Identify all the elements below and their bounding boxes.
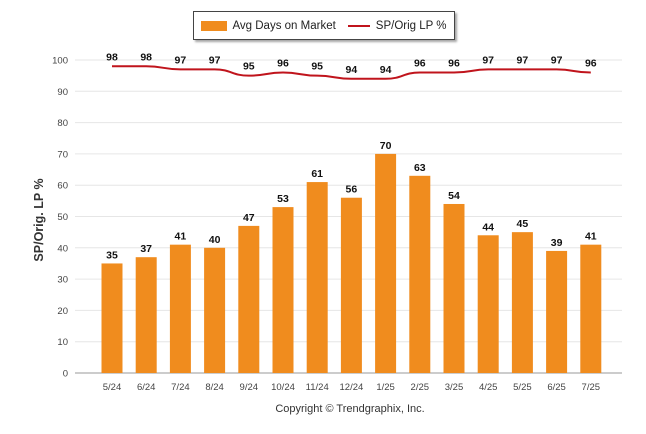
bar-value-label: 45 <box>517 218 529 230</box>
line-value-label: 97 <box>209 54 221 66</box>
line-series-path <box>111 65 591 80</box>
bar-layer <box>101 153 602 373</box>
x-tick-label: 7/24 <box>171 382 190 393</box>
y-tick-label: 50 <box>57 212 68 223</box>
y-tick-label: 0 <box>63 369 68 380</box>
bar-value-label: 53 <box>277 193 289 205</box>
line-value-label: 96 <box>585 58 597 70</box>
bar <box>546 250 568 373</box>
x-tick-label: 5/25 <box>513 382 532 393</box>
x-tick-label: 2/25 <box>411 382 430 393</box>
line-value-label: 97 <box>517 54 529 66</box>
bar-value-label: 41 <box>585 231 597 243</box>
bar-value-label: 35 <box>106 249 118 261</box>
line-value-label: 98 <box>140 51 152 63</box>
y-tick-label: 70 <box>57 149 68 160</box>
bar-value-label: 39 <box>551 237 563 249</box>
bar-value-label: 44 <box>482 221 494 233</box>
x-tick-label: 12/24 <box>340 382 364 393</box>
line-value-label: 97 <box>482 54 494 66</box>
x-tick-label: 8/24 <box>205 382 224 393</box>
line-value-label: 96 <box>277 58 289 70</box>
x-tick-label: 10/24 <box>271 382 295 393</box>
legend-bar-swatch <box>201 20 228 31</box>
line-value-label: 96 <box>448 58 460 70</box>
bar <box>375 153 397 373</box>
line-value-label: 95 <box>311 61 323 73</box>
x-tick-label: 1/25 <box>376 382 395 393</box>
bar-value-label: 63 <box>414 162 426 174</box>
x-tick-label: 11/24 <box>306 382 329 393</box>
line-value-label: 98 <box>106 51 118 63</box>
legend-item-line[interactable]: SP/Orig LP % <box>347 19 447 32</box>
x-tick-label: 4/25 <box>479 382 498 393</box>
bar-value-label: 70 <box>380 140 392 152</box>
legend-line-swatch <box>347 24 370 27</box>
legend: Avg Days on Market SP/Orig LP % <box>193 11 455 40</box>
bar <box>272 207 294 373</box>
line-value-label: 94 <box>346 64 358 76</box>
bar-value-label: 54 <box>448 190 460 202</box>
bar <box>238 225 260 373</box>
bar <box>204 247 226 373</box>
y-tick-label: 20 <box>57 306 68 317</box>
bar-value-label: 41 <box>175 231 187 243</box>
bar <box>477 235 499 373</box>
x-tick-label: 6/25 <box>547 382 566 393</box>
bar <box>169 244 191 373</box>
line-layer <box>111 65 591 80</box>
x-tick-label: 5/24 <box>103 382 122 393</box>
bar <box>135 257 157 373</box>
bar <box>101 263 123 373</box>
bar <box>511 232 533 373</box>
line-value-label: 95 <box>243 61 255 73</box>
y-tick-label: 80 <box>57 118 68 129</box>
line-value-label: 94 <box>380 64 392 76</box>
bar <box>306 182 328 373</box>
line-value-label: 97 <box>175 54 187 66</box>
legend-label-line: SP/Orig LP % <box>375 19 447 32</box>
copyright-text: Copyright © Trendgraphix, Inc. <box>275 403 425 415</box>
line-value-label: 96 <box>414 58 426 70</box>
y-tick-label: 100 <box>52 56 68 67</box>
bar-value-label: 40 <box>209 234 221 246</box>
y-tick-label: 60 <box>57 181 68 192</box>
bar-value-label: 56 <box>346 184 358 196</box>
x-tick-label: 3/25 <box>445 382 464 393</box>
y-tick-label: 40 <box>57 243 68 254</box>
x-tick-label: 9/24 <box>240 382 259 393</box>
line-value-label: 97 <box>551 54 563 66</box>
y-tick-label: 30 <box>57 275 68 286</box>
x-tick-label: 6/24 <box>137 382 156 393</box>
bar-value-label: 61 <box>311 168 323 180</box>
bar <box>409 175 431 373</box>
bar-value-label: 37 <box>140 243 152 255</box>
label-layer: 35 5/24 37 6/24 41 7/24 40 8/24 47 9/24 53 10/24 61 1… <box>103 51 600 393</box>
y-tick-label: 10 <box>57 337 68 348</box>
y-axis-title: SP/Orig. LP % <box>32 178 46 262</box>
legend-item-bars[interactable]: Avg Days on Market <box>201 19 336 32</box>
bar <box>580 244 602 373</box>
legend-label-bars: Avg Days on Market <box>232 19 336 32</box>
bar-value-label: 47 <box>243 212 255 224</box>
y-tick-label: 90 <box>57 87 68 98</box>
bar <box>340 197 362 373</box>
bar <box>443 203 465 373</box>
x-tick-label: 7/25 <box>582 382 601 393</box>
